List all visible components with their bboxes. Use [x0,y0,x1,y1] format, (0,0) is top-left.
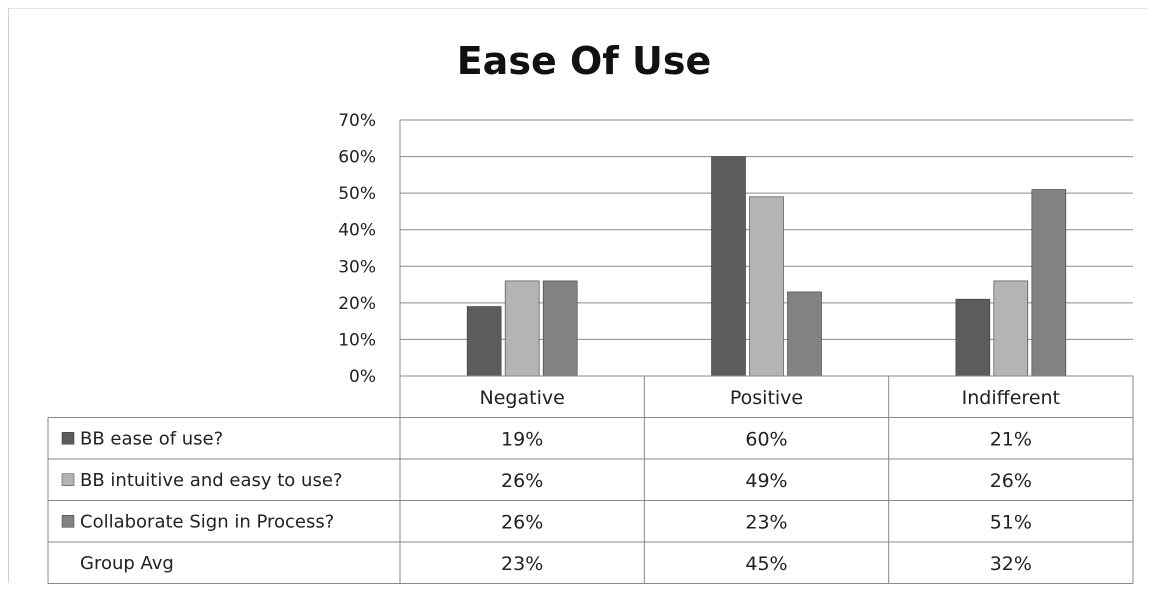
legend-key-series-2 [61,473,75,486]
data-label: 21% [990,428,1032,450]
bar-indifferent-series-1 [955,298,991,377]
data-label: 19% [501,428,543,450]
legend-entry: Collaborate Sign in Process? [80,511,334,532]
bar-negative-series-2 [504,280,540,377]
chart-title: Ease Of Use [457,39,712,83]
data-table: Negative Positive Indifferent BB ease of us… [47,375,1134,584]
legend-key-series-1 [61,432,75,445]
legend-entry: BB ease of use? [80,428,223,449]
legend-entry: BB intuitive and easy to use? [80,470,342,491]
category-label: Positive [730,387,803,409]
y-tick-label: 40% [338,221,376,241]
category-label: Indifferent [962,387,1060,409]
bar-positive-series-2 [749,196,784,377]
y-tick-label: 10% [338,330,376,350]
data-label: 49% [745,470,787,492]
data-label: 23% [501,553,543,575]
data-label: 23% [745,511,787,533]
y-tick-label: 70% [338,111,376,131]
bar-indifferent-series-3 [1031,189,1067,377]
chart-frame [8,8,1148,583]
y-axis-tick-labels: 0% 10% 20% 30% 40% 50% 60% 70% [338,111,376,387]
bar-negative-series-1 [466,306,502,377]
data-label: 26% [501,470,543,492]
y-tick-label: 20% [338,294,376,314]
y-tick-label: 0% [349,367,376,387]
bar-negative-series-3 [542,280,578,377]
legend-key-series-3 [61,515,75,528]
bars [466,156,1067,377]
data-label: 26% [501,511,543,533]
data-label: 26% [990,470,1032,492]
data-label: 45% [745,553,787,575]
data-label: 51% [990,511,1032,533]
bar-indifferent-series-2 [993,280,1029,377]
category-label: Negative [480,387,565,409]
row-label: Group Avg [80,553,174,574]
y-tick-label: 50% [338,184,376,204]
y-tick-label: 60% [338,148,376,168]
bar-positive-series-3 [787,291,822,377]
y-tick-label: 30% [338,257,376,277]
data-label: 60% [745,428,787,450]
bar-positive-series-1 [711,156,746,377]
data-label: 32% [990,553,1032,575]
